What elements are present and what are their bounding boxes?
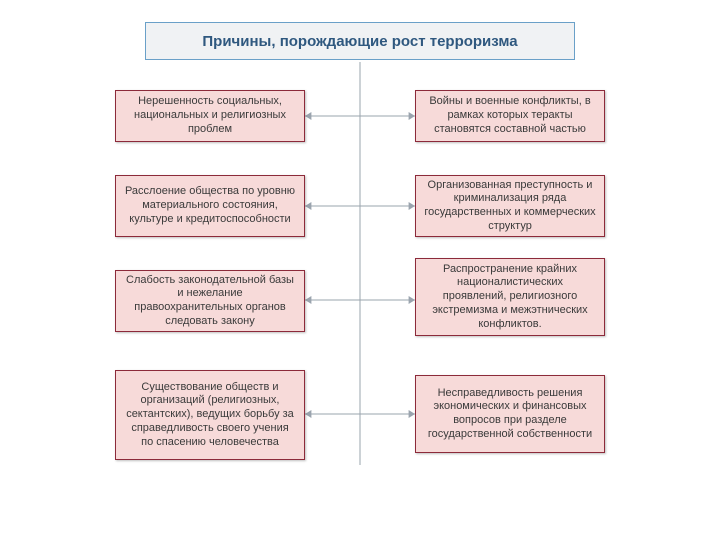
- node-label: Слабость законодательной базы и нежелани…: [124, 274, 296, 329]
- connector-layer: [0, 0, 720, 540]
- node-r1: Войны и военные конфликты, в рамках кото…: [415, 90, 605, 142]
- diagram-title-text: Причины, порождающие рост терроризма: [202, 33, 517, 50]
- node-label: Организованная преступность и криминализ…: [424, 179, 596, 234]
- node-label: Нерешенность социальных, национальных и …: [124, 95, 296, 136]
- node-label: Расслоение общества по уровню материальн…: [124, 185, 296, 226]
- diagram-title: Причины, порождающие рост терроризма: [145, 22, 575, 60]
- node-r2: Организованная преступность и криминализ…: [415, 175, 605, 237]
- node-r3: Распространение крайних националистическ…: [415, 258, 605, 336]
- node-label: Войны и военные конфликты, в рамках кото…: [424, 95, 596, 136]
- node-r4: Несправедливость решения экономических и…: [415, 375, 605, 453]
- node-l2: Расслоение общества по уровню материальн…: [115, 175, 305, 237]
- node-l1: Нерешенность социальных, национальных и …: [115, 90, 305, 142]
- node-l4: Существование обществ и организаций (рел…: [115, 370, 305, 460]
- node-label: Несправедливость решения экономических и…: [424, 387, 596, 442]
- node-l3: Слабость законодательной базы и нежелани…: [115, 270, 305, 332]
- diagram-stage: Причины, порождающие рост терроризма Нер…: [0, 0, 720, 540]
- node-label: Существование обществ и организаций (рел…: [124, 381, 296, 450]
- node-label: Распространение крайних националистическ…: [424, 263, 596, 332]
